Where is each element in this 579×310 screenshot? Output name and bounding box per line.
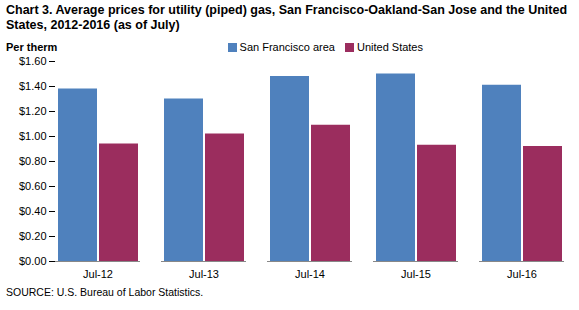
svg-text:$1.60: $1.60 xyxy=(19,55,47,67)
html-text:Per therm: Per therm xyxy=(6,41,58,53)
html-text:United States: United States xyxy=(357,41,423,53)
svg-text:$1.20: $1.20 xyxy=(19,105,47,117)
svg-text:Jul-16: Jul-16 xyxy=(507,268,537,280)
svg-text:Jul-14: Jul-14 xyxy=(295,268,325,280)
svg-text:Jul-15: Jul-15 xyxy=(401,268,431,280)
html-text:Chart 3. Average prices for ut: Chart 3. Average prices for utility (pip… xyxy=(6,3,567,32)
svg-text:$1.40: $1.40 xyxy=(19,80,47,92)
svg-text:$0.20: $0.20 xyxy=(19,230,47,242)
svg-text:$0.80: $0.80 xyxy=(19,155,47,167)
svg-text:$0.40: $0.40 xyxy=(19,205,47,217)
svg-text:Jul-13: Jul-13 xyxy=(189,268,219,280)
svg-text:$0.00: $0.00 xyxy=(19,255,47,267)
svg-text:Jul-12: Jul-12 xyxy=(83,268,113,280)
svg-text:$1.00: $1.00 xyxy=(19,130,47,142)
html-text:SOURCE: U.S. Bureau of Labor S: SOURCE: U.S. Bureau of Labor Statistics. xyxy=(6,286,204,298)
svg-text:$0.60: $0.60 xyxy=(19,180,47,192)
html-text:San Francisco area: San Francisco area xyxy=(239,41,335,53)
